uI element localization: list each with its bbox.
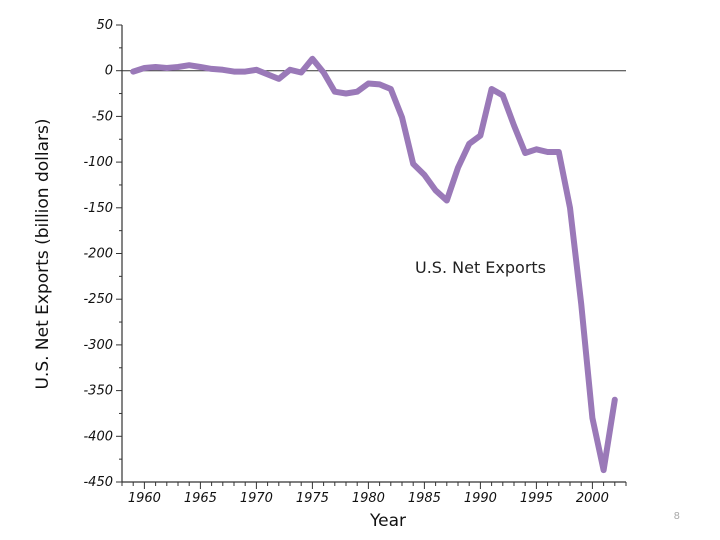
y-tick-label: -250	[83, 292, 113, 307]
y-tick-label: -150	[83, 201, 113, 216]
y-axis: 50 0 -50 -100 -150 -200 -250 -300 -350 -400 -450	[83, 18, 123, 490]
x-axis: 1960 1965 1970 1975 1980 1985 1990 1995 2000	[121, 481, 627, 506]
x-tick-label: 2000	[576, 491, 609, 506]
x-tick-label: 1980	[352, 491, 385, 506]
x-tick-label: 1990	[464, 491, 497, 506]
page-number: 8	[673, 511, 680, 522]
y-tick-label: -50	[92, 109, 113, 124]
y-tick-label: 50	[96, 18, 113, 33]
x-axis-title: Year	[369, 511, 406, 531]
y-axis-title: U.S. Net Exports (billion dollars)	[33, 118, 53, 389]
series-annotation: U.S. Net Exports	[415, 258, 546, 277]
y-tick-label: -400	[83, 429, 113, 444]
y-tick-label: -200	[83, 247, 113, 262]
x-tick-label: 1985	[408, 491, 441, 506]
x-tick-label: 1960	[128, 491, 161, 506]
y-tick-label: -450	[83, 475, 113, 490]
y-tick-label: -300	[83, 338, 113, 353]
x-tick-label: 1965	[184, 491, 217, 506]
series-line-net-exports	[130, 55, 618, 474]
x-tick-label: 1970	[240, 491, 273, 506]
y-tick-label: 0	[105, 64, 113, 79]
x-tick-label: 1995	[520, 491, 553, 506]
y-tick-label: -100	[83, 155, 113, 170]
x-tick-label: 1975	[296, 491, 329, 506]
y-tick-label: -350	[83, 384, 113, 399]
